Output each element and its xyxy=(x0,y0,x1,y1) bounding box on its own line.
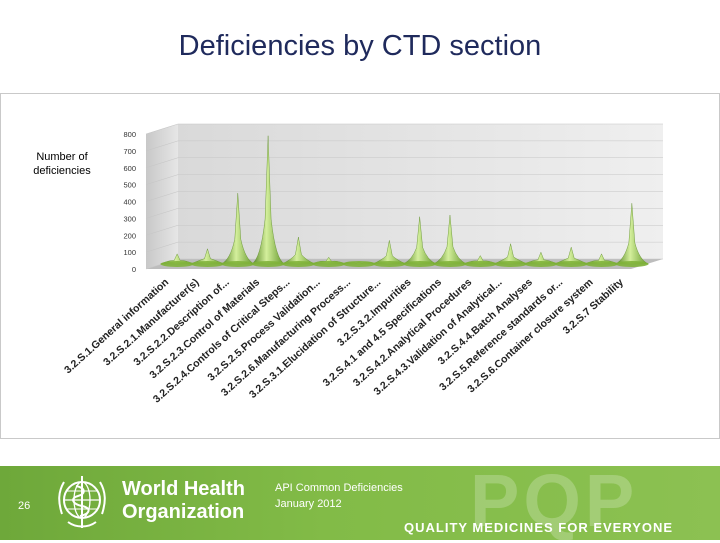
gridline-side xyxy=(145,241,179,253)
org-name-line-2: Organization xyxy=(122,501,245,523)
y-tick-label: 0 xyxy=(132,265,136,274)
caption-line-2: January 2012 xyxy=(275,498,342,510)
gridline-side xyxy=(145,157,179,169)
data-peak xyxy=(615,203,649,265)
data-peak-base xyxy=(281,261,316,267)
data-peak-base xyxy=(433,261,467,267)
data-peak-base xyxy=(251,261,285,267)
data-peak-base xyxy=(402,261,437,267)
data-peak-base xyxy=(372,261,407,267)
gridline-side xyxy=(145,123,179,135)
y-tick-label: 500 xyxy=(123,181,136,190)
slide-title: Deficiencies by CTD section xyxy=(178,30,542,62)
gridline-side xyxy=(145,140,179,152)
data-peak xyxy=(433,215,467,265)
y-tick-label: 100 xyxy=(123,248,136,257)
data-peak-base xyxy=(221,261,255,267)
pqp-watermark: PQP xyxy=(470,459,639,542)
y-tick-label: 800 xyxy=(123,130,136,139)
y-tick-label: 400 xyxy=(123,198,136,207)
slide-number: 26 xyxy=(18,500,31,512)
organization-name: World Health Organization xyxy=(122,478,245,524)
gridline-side xyxy=(145,208,179,219)
data-peak-base xyxy=(554,261,588,267)
chart-frame: 0 100 200 300 400 500 600 700 800 3.2.S.1.Genera… xyxy=(0,93,720,439)
data-peak-base xyxy=(615,261,649,267)
tagline: QUALITY MEDICINES FOR EVERYONE xyxy=(404,520,674,535)
data-peak xyxy=(221,193,255,265)
gridline-side xyxy=(145,191,179,202)
y-tick-label: 200 xyxy=(123,231,136,240)
y-tick-label: 600 xyxy=(123,164,136,173)
gridline-side xyxy=(145,224,179,236)
caption-line-1: API Common Deficiencies xyxy=(275,482,403,494)
gridline-side xyxy=(145,174,179,185)
data-peak xyxy=(402,216,437,265)
y-tick-label: 300 xyxy=(123,214,136,223)
data-peak xyxy=(251,135,285,265)
y-tick-label: 700 xyxy=(123,147,136,156)
data-peak-base xyxy=(524,261,558,267)
data-peak-base xyxy=(160,261,194,267)
data-peak-base xyxy=(190,261,225,267)
data-peak-base xyxy=(342,261,376,267)
y-axis-title: Number of deficiencies xyxy=(33,151,91,177)
data-peak-base xyxy=(312,261,346,267)
data-peak-base xyxy=(493,261,528,267)
document-caption: API Common Deficiencies January 2012 xyxy=(275,480,403,512)
footer-bar: 26 World Health Organization API Common … xyxy=(0,459,720,542)
org-name-line-1: World Health xyxy=(122,478,245,500)
data-peak-base xyxy=(463,261,497,267)
data-peak-base xyxy=(584,261,619,267)
who-emblem-icon xyxy=(58,476,106,528)
